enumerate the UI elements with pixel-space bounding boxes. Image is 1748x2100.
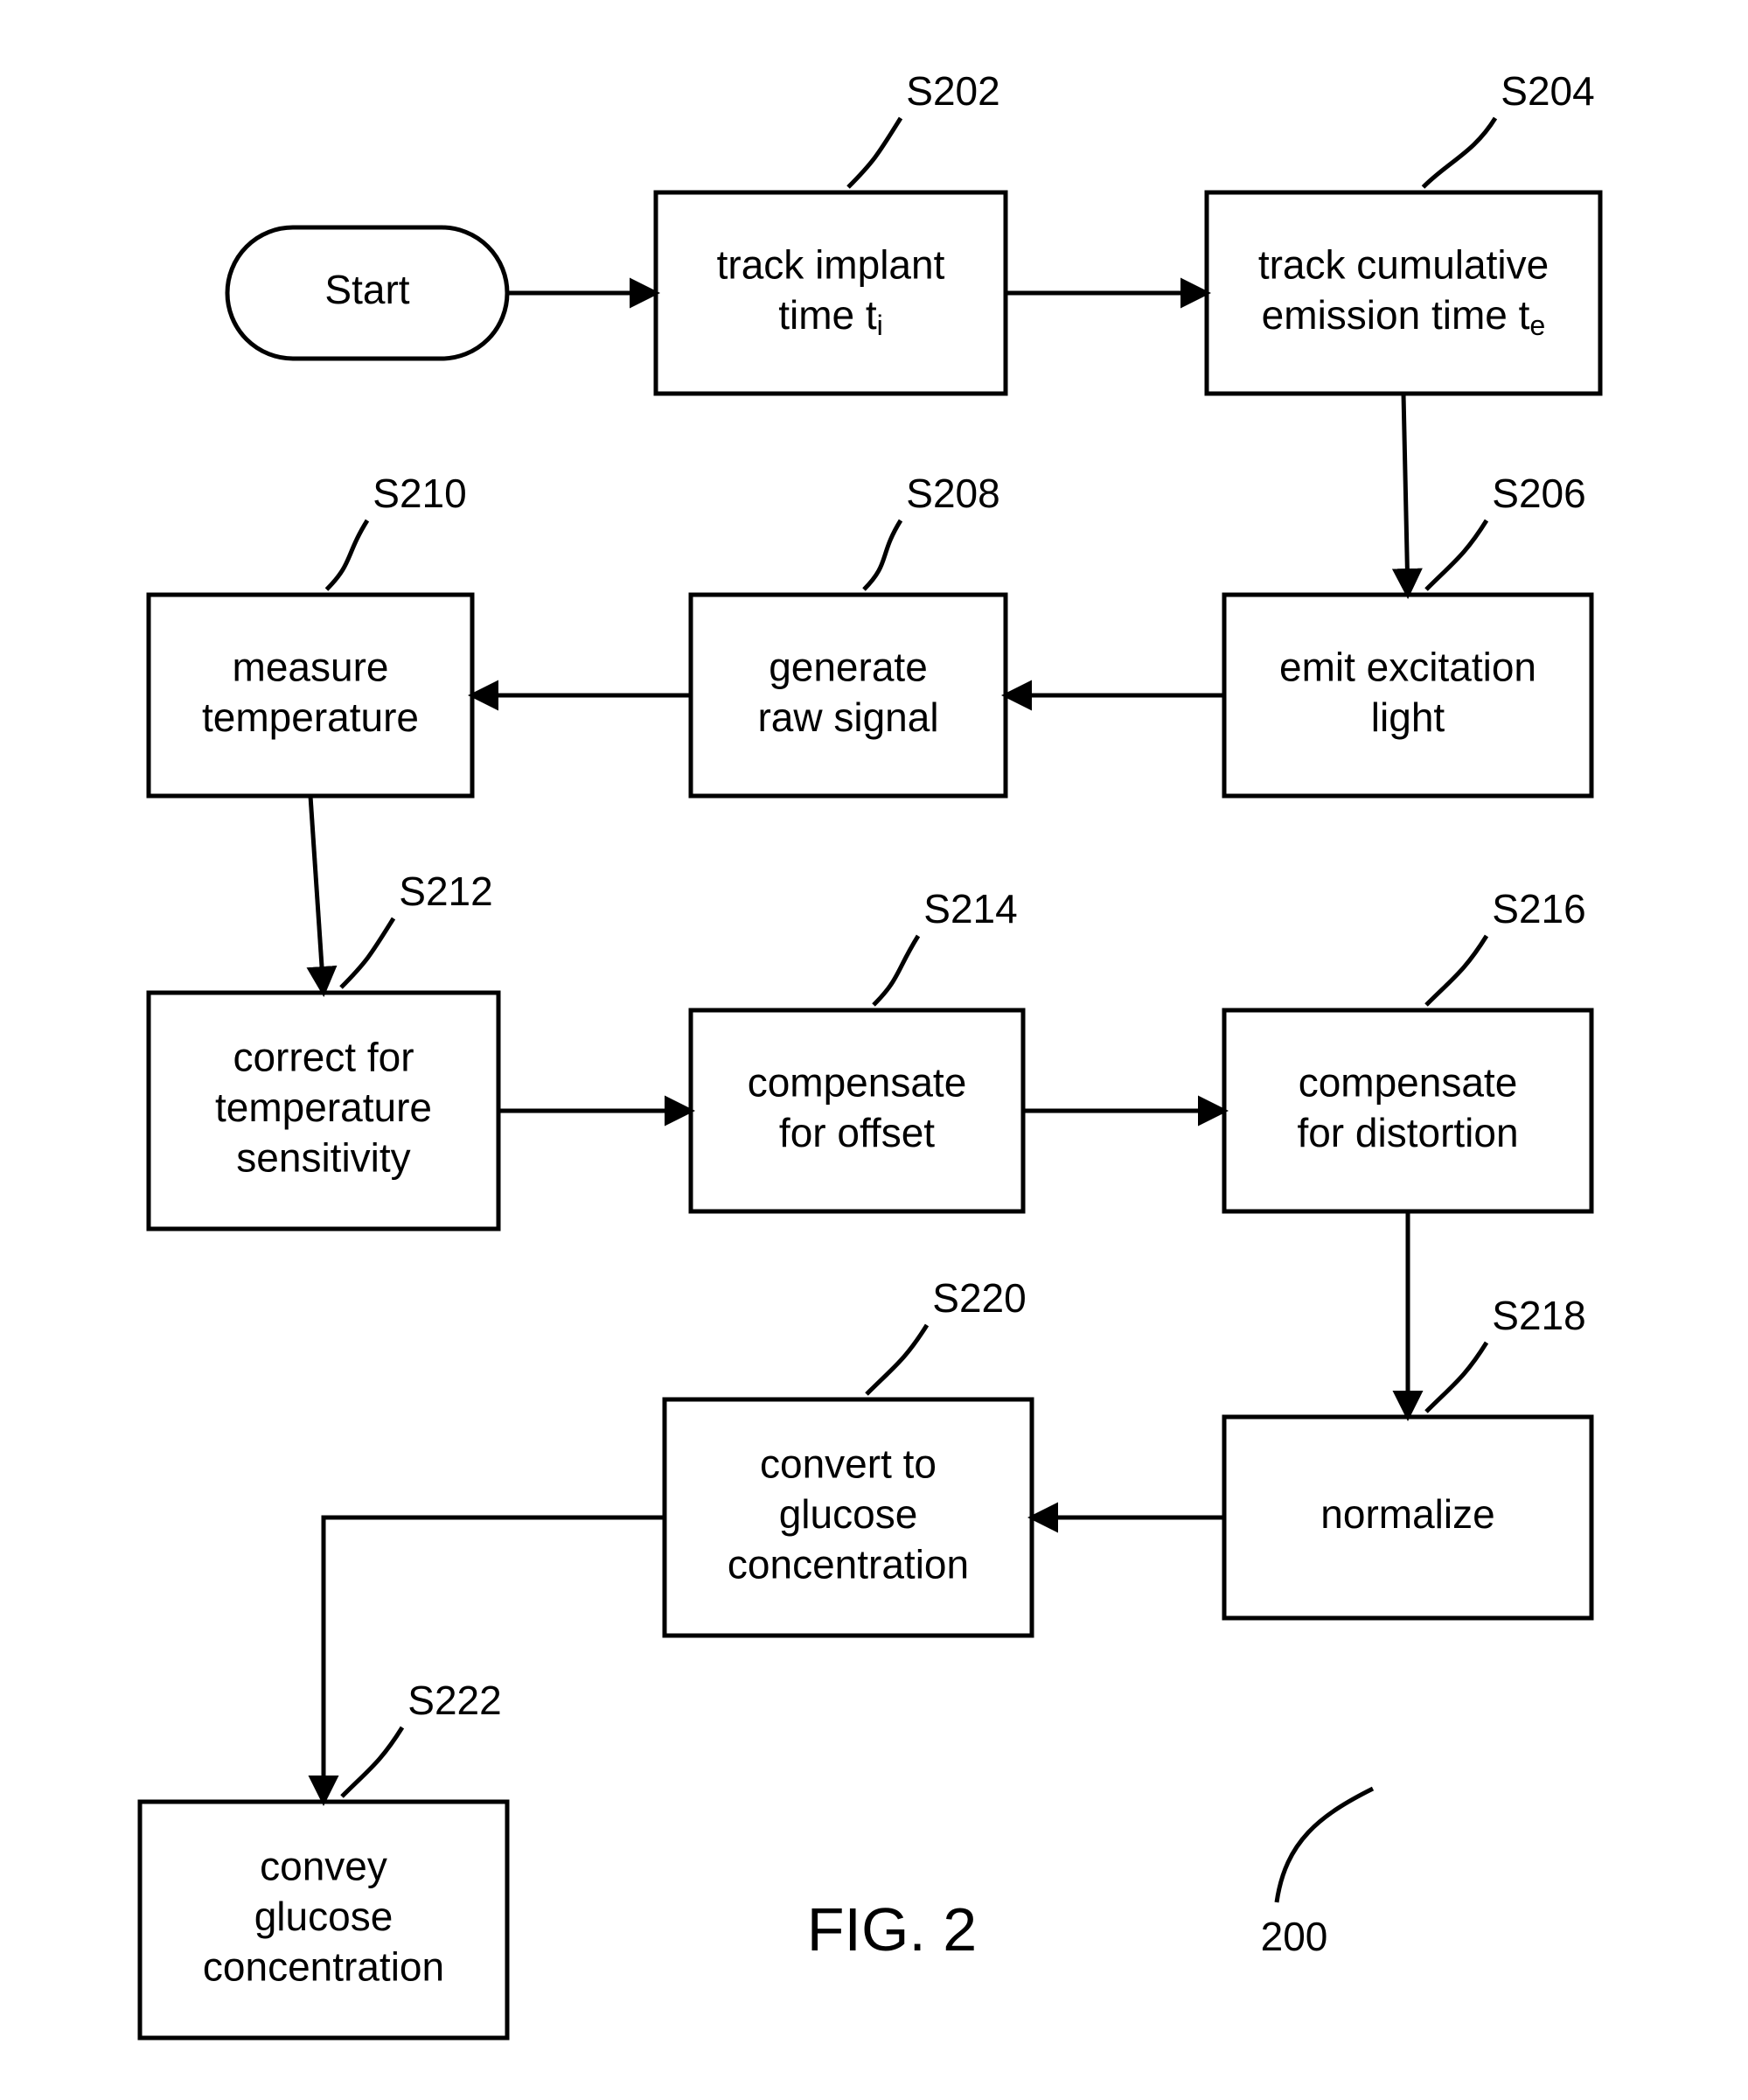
svg-text:concentration: concentration [203, 1944, 444, 1990]
figure-pointer [1277, 1789, 1373, 1902]
arrow [1403, 394, 1408, 595]
arrow-elbow [324, 1517, 665, 1802]
arrow [310, 796, 324, 993]
svg-text:track implant: track implant [717, 241, 945, 287]
svg-text:S202: S202 [906, 68, 999, 114]
svg-text:S206: S206 [1492, 471, 1585, 516]
svg-text:time ti: time ti [778, 292, 883, 340]
svg-text:measure: measure [233, 644, 389, 689]
svg-text:generate: generate [769, 644, 928, 689]
figure-label: FIG. 2 [807, 1895, 977, 1964]
figure-number: 200 [1261, 1914, 1328, 1959]
svg-text:convey: convey [260, 1844, 387, 1889]
svg-text:track cumulative: track cumulative [1258, 241, 1549, 287]
svg-text:S204: S204 [1501, 68, 1594, 114]
svg-text:S220: S220 [932, 1275, 1026, 1321]
svg-text:emit excitation: emit excitation [1279, 644, 1536, 689]
svg-text:convert to: convert to [760, 1441, 937, 1487]
svg-text:correct for: correct for [233, 1035, 414, 1080]
svg-text:compensate: compensate [748, 1059, 967, 1105]
svg-text:S208: S208 [906, 471, 999, 516]
svg-text:S212: S212 [399, 869, 492, 914]
svg-text:light: light [1371, 694, 1445, 740]
svg-text:normalize: normalize [1320, 1491, 1494, 1537]
svg-text:S216: S216 [1492, 886, 1585, 931]
svg-text:for offset: for offset [779, 1110, 935, 1155]
svg-text:for distortion: for distortion [1297, 1110, 1518, 1155]
svg-text:glucose: glucose [779, 1491, 918, 1537]
svg-text:emission time te: emission time te [1262, 292, 1546, 340]
svg-text:temperature: temperature [202, 694, 419, 740]
svg-text:S214: S214 [923, 886, 1017, 931]
svg-text:concentration: concentration [728, 1542, 969, 1587]
svg-text:raw signal: raw signal [757, 694, 938, 740]
svg-text:temperature: temperature [215, 1085, 432, 1130]
svg-text:S210: S210 [373, 471, 466, 516]
svg-text:Start: Start [324, 267, 409, 312]
svg-text:S222: S222 [407, 1678, 501, 1723]
svg-text:sensitivity: sensitivity [236, 1135, 410, 1181]
svg-text:S218: S218 [1492, 1293, 1585, 1338]
svg-text:glucose: glucose [254, 1894, 393, 1939]
svg-text:compensate: compensate [1299, 1059, 1518, 1105]
